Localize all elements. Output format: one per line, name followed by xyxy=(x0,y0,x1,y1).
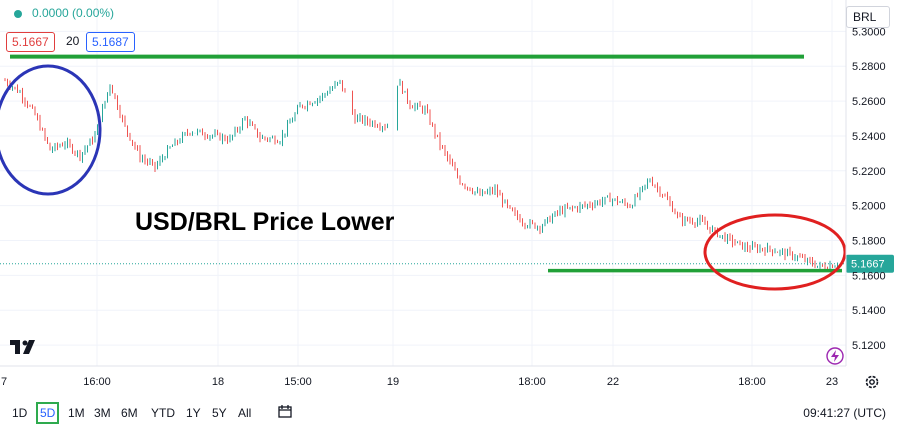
time-tick-label: 18:00 xyxy=(518,376,546,388)
last-price-label: 5.1667 xyxy=(851,259,885,271)
status-dot xyxy=(14,10,22,18)
time-tick-label: 22 xyxy=(607,376,619,388)
time-tick-label: 15:00 xyxy=(284,376,312,388)
time-tick-label: 7 xyxy=(1,376,7,388)
price-tick-label: 5.1400 xyxy=(852,305,886,317)
calendar-icon[interactable] xyxy=(278,404,292,418)
tf-ytd[interactable]: YTD xyxy=(151,406,175,420)
price-tick-label: 5.2000 xyxy=(852,201,886,213)
price-tick-label: 5.2800 xyxy=(852,61,886,73)
utc-clock: 09:41:27 (UTC) xyxy=(803,406,886,420)
annotations xyxy=(0,64,847,291)
time-tick-label: 19 xyxy=(387,376,399,388)
tf-6m[interactable]: 6M xyxy=(121,406,138,420)
price-tick-label: 5.3000 xyxy=(852,26,886,38)
ask-button[interactable]: 5.1687 xyxy=(86,32,135,52)
time-tick-label: 23 xyxy=(826,376,838,388)
price-tick-label: 5.2400 xyxy=(852,131,886,143)
chart-caption: USD/BRL Price Lower xyxy=(135,208,395,236)
gear-icon[interactable] xyxy=(864,374,880,390)
candle-series xyxy=(4,78,838,271)
time-axis: 7 16:00 18 15:00 19 18:00 22 18:00 23 xyxy=(1,376,838,388)
tf-1y[interactable]: 1Y xyxy=(186,406,201,420)
tf-3m[interactable]: 3M xyxy=(94,406,111,420)
price-tick-label: 5.2600 xyxy=(852,96,886,108)
time-tick-label: 16:00 xyxy=(83,376,111,388)
last-price-tag xyxy=(846,254,894,273)
tf-all[interactable]: All xyxy=(238,406,252,420)
price-tick-label: 5.1600 xyxy=(852,270,886,282)
price-tick-label: 5.2200 xyxy=(852,166,886,178)
chart-grid xyxy=(0,0,846,366)
price-tick-label: 5.1800 xyxy=(852,236,886,248)
change-readout: 0.0000 (0.00%) xyxy=(32,6,115,20)
time-tick-label: 18:00 xyxy=(738,376,766,388)
timeframe-bar: 1D 5D 1M 3M 6M YTD 1Y 5Y All 09:41:27 (U… xyxy=(0,398,898,428)
price-axis: 5.3000 5.2800 5.2600 5.2400 5.2200 5.2000 5.18… xyxy=(852,26,886,352)
tf-5y[interactable]: 5Y xyxy=(212,406,227,420)
tf-1d[interactable]: 1D xyxy=(12,406,28,420)
tf-1m[interactable]: 1M xyxy=(68,406,85,420)
time-tick-label: 18 xyxy=(212,376,224,388)
currency-selector[interactable]: BRL xyxy=(846,6,890,28)
lightning-icon[interactable] xyxy=(826,347,844,365)
bid-button[interactable]: 5.1667 xyxy=(6,32,55,52)
blue-circle-annotation xyxy=(0,64,102,196)
spread-value: 20 xyxy=(66,34,80,48)
price-tick-label: 5.1200 xyxy=(852,340,886,352)
tf-5d[interactable]: 5D xyxy=(35,402,60,424)
level-lines: 5.1667 xyxy=(0,54,894,273)
tradingview-logo xyxy=(10,340,35,354)
red-circle-annotation xyxy=(703,213,847,291)
